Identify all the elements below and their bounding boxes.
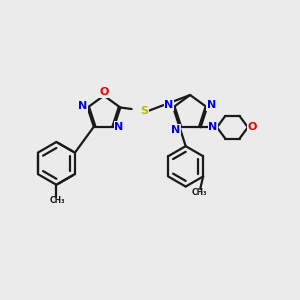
Text: CH₃: CH₃ xyxy=(192,188,207,197)
Text: O: O xyxy=(99,87,109,97)
Text: N: N xyxy=(171,125,180,135)
Text: O: O xyxy=(247,122,257,132)
Text: N: N xyxy=(164,100,173,110)
Text: N: N xyxy=(207,100,216,110)
Text: S: S xyxy=(140,106,148,116)
Text: N: N xyxy=(208,122,218,132)
Text: CH₃: CH₃ xyxy=(50,196,66,205)
Text: N: N xyxy=(115,122,124,132)
Text: N: N xyxy=(78,101,87,111)
